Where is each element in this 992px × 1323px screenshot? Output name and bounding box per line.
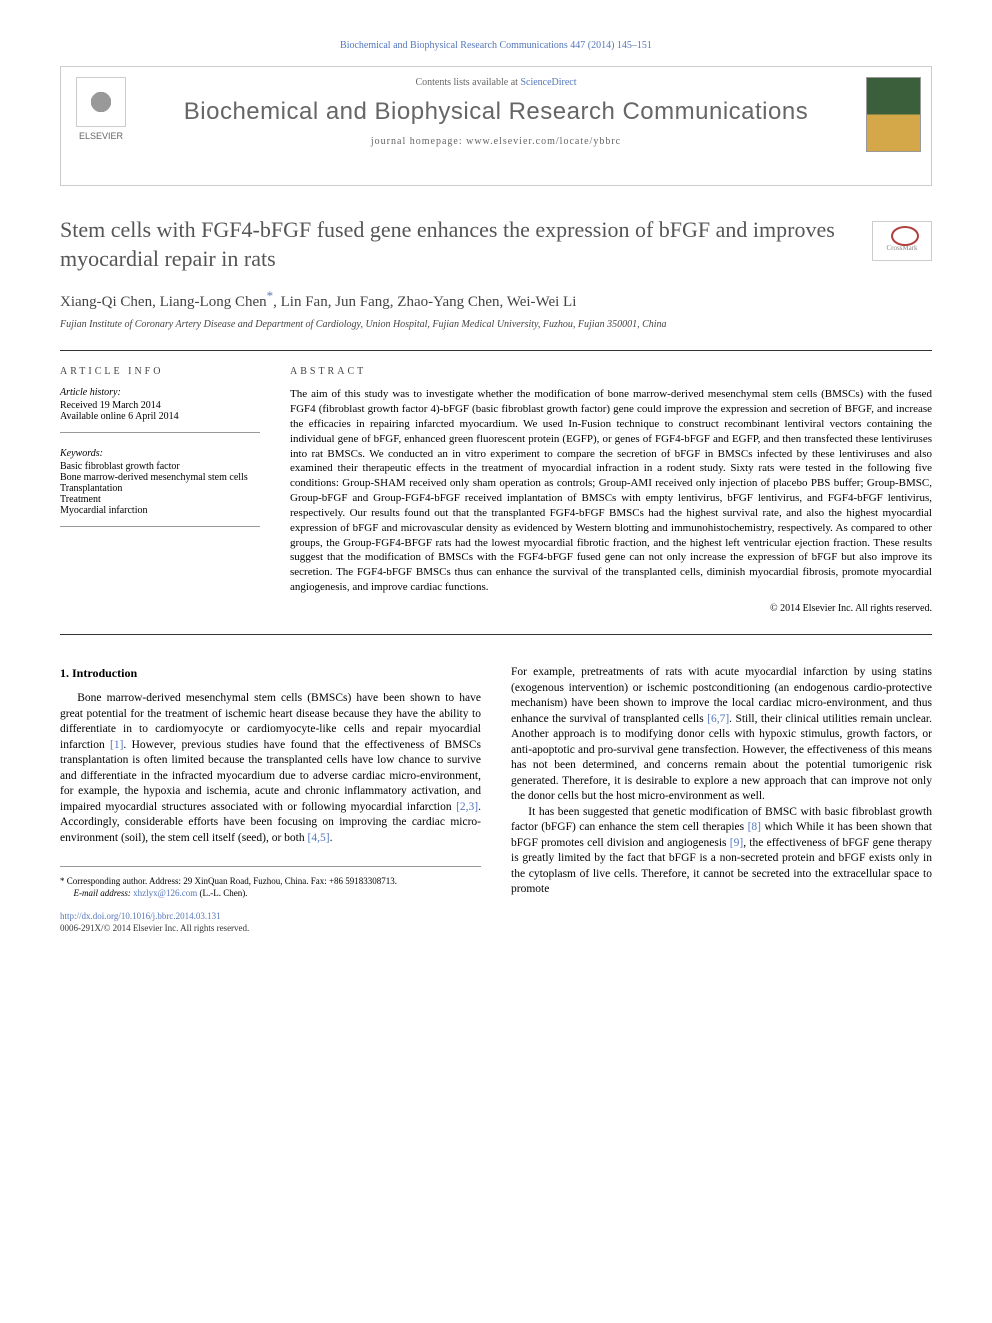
body-column-right: For example, pretreatments of rats with … — [511, 665, 932, 934]
contents-prefix: Contents lists available at — [415, 77, 520, 88]
abstract-heading: ABSTRACT — [290, 366, 932, 377]
keyword: Myocardial infarction — [60, 505, 260, 516]
sciencedirect-link[interactable]: ScienceDirect — [520, 77, 576, 88]
introduction-heading: 1. Introduction — [60, 665, 481, 681]
journal-cover-thumbnail — [866, 77, 921, 152]
article-info-heading: ARTICLE INFO — [60, 366, 260, 377]
divider — [60, 634, 932, 635]
affiliation: Fujian Institute of Coronary Artery Dise… — [60, 319, 932, 330]
contents-lists-line: Contents lists available at ScienceDirec… — [76, 77, 916, 88]
body-paragraph: Bone marrow-derived mesenchymal stem cel… — [60, 691, 481, 846]
received-date: Received 19 March 2014 — [60, 400, 260, 411]
elsevier-tree-icon — [76, 77, 126, 127]
body-text: . Still, their clinical utilities remain… — [511, 713, 932, 803]
corresponding-footnote: * Corresponding author. Address: 29 XinQ… — [60, 866, 481, 899]
available-date: Available online 6 April 2014 — [60, 411, 260, 422]
email-link[interactable]: xhzlyx@126.com — [133, 888, 197, 898]
corr-author-note: * Corresponding author. Address: 29 XinQ… — [60, 875, 481, 887]
citation-link[interactable]: [6,7] — [707, 713, 729, 725]
citation-link[interactable]: [2,3] — [456, 801, 478, 813]
homepage-url: www.elsevier.com/locate/ybbrc — [466, 136, 621, 147]
doi-link[interactable]: http://dx.doi.org/10.1016/j.bbrc.2014.03… — [60, 911, 221, 921]
homepage-prefix: journal homepage: — [371, 136, 466, 147]
citation-link[interactable]: [8] — [748, 821, 761, 833]
citation-link[interactable]: [4,5] — [308, 832, 330, 844]
journal-homepage: journal homepage: www.elsevier.com/locat… — [76, 136, 916, 147]
crossmark-badge[interactable]: CrossMark — [872, 221, 932, 261]
keywords-label: Keywords: — [60, 448, 260, 459]
author-names-1: Xiang-Qi Chen, Liang-Long Chen — [60, 294, 267, 310]
authors-list: Xiang-Qi Chen, Liang-Long Chen*, Lin Fan… — [60, 288, 932, 311]
citation-link[interactable]: [1] — [110, 739, 123, 751]
author-names-2: , Lin Fan, Jun Fang, Zhao-Yang Chen, Wei… — [273, 294, 576, 310]
journal-header-box: ELSEVIER Contents lists available at Sci… — [60, 66, 932, 186]
journal-name: Biochemical and Biophysical Research Com… — [76, 98, 916, 126]
article-title: Stem cells with FGF4-bFGF fused gene enh… — [60, 216, 840, 273]
body-columns: 1. Introduction Bone marrow-derived mese… — [60, 665, 932, 934]
body-paragraph: It has been suggested that genetic modif… — [511, 805, 932, 898]
keyword: Basic fibroblast growth factor — [60, 461, 260, 472]
keyword: Treatment — [60, 494, 260, 505]
email-label: E-mail address: — [74, 888, 134, 898]
body-text: . — [330, 832, 333, 844]
elsevier-label: ELSEVIER — [79, 131, 123, 141]
footer-copyright: 0006-291X/© 2014 Elsevier Inc. All right… — [60, 922, 481, 934]
body-paragraph: For example, pretreatments of rats with … — [511, 665, 932, 805]
body-column-left: 1. Introduction Bone marrow-derived mese… — [60, 665, 481, 934]
abstract-text: The aim of this study was to investigate… — [290, 387, 932, 595]
elsevier-logo: ELSEVIER — [71, 77, 131, 157]
abstract-panel: ABSTRACT The aim of this study was to in… — [290, 366, 932, 614]
body-text: . However, previous studies have found t… — [60, 739, 481, 813]
keyword: Transplantation — [60, 483, 260, 494]
citation-link[interactable]: [9] — [730, 837, 743, 849]
article-info-panel: ARTICLE INFO Article history: Received 1… — [60, 366, 260, 614]
divider — [60, 350, 932, 351]
history-label: Article history: — [60, 387, 260, 398]
abstract-copyright: © 2014 Elsevier Inc. All rights reserved… — [290, 603, 932, 614]
email-suffix: (L.-L. Chen). — [197, 888, 247, 898]
header-citation: Biochemical and Biophysical Research Com… — [60, 40, 932, 51]
keyword: Bone marrow-derived mesenchymal stem cel… — [60, 472, 260, 483]
